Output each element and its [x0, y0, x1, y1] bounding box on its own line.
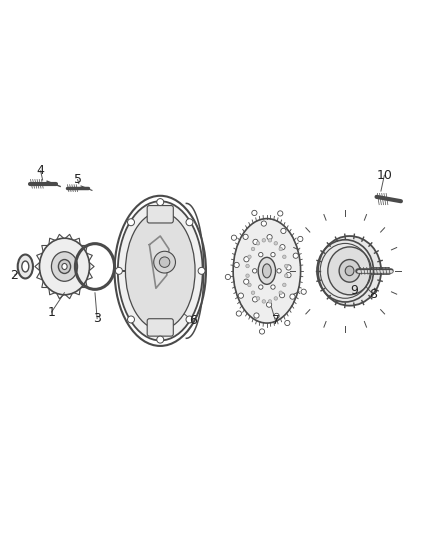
Circle shape: [286, 265, 291, 270]
Circle shape: [253, 239, 258, 245]
Text: 10: 10: [376, 168, 392, 182]
Circle shape: [251, 291, 255, 294]
Circle shape: [283, 255, 286, 259]
FancyBboxPatch shape: [147, 206, 173, 223]
Circle shape: [246, 274, 249, 278]
Ellipse shape: [118, 201, 203, 341]
Circle shape: [262, 239, 265, 242]
Ellipse shape: [58, 260, 71, 273]
Circle shape: [236, 311, 241, 316]
Circle shape: [247, 255, 251, 259]
Circle shape: [251, 247, 255, 251]
Ellipse shape: [125, 212, 195, 329]
Ellipse shape: [51, 252, 78, 281]
Text: 2: 2: [11, 269, 18, 282]
Circle shape: [271, 285, 275, 289]
Text: 5: 5: [74, 173, 81, 186]
Circle shape: [225, 274, 230, 280]
Text: 9: 9: [350, 284, 358, 297]
Circle shape: [127, 219, 134, 225]
Circle shape: [267, 235, 272, 240]
Ellipse shape: [318, 236, 381, 305]
Text: 8: 8: [370, 288, 378, 301]
Circle shape: [186, 219, 193, 225]
Circle shape: [279, 291, 283, 294]
Circle shape: [157, 336, 164, 343]
Circle shape: [116, 268, 122, 274]
Ellipse shape: [18, 255, 33, 278]
Circle shape: [243, 234, 248, 239]
Circle shape: [154, 251, 176, 273]
Circle shape: [271, 253, 275, 257]
Circle shape: [256, 297, 260, 300]
Circle shape: [127, 316, 134, 323]
Circle shape: [274, 241, 278, 245]
Circle shape: [279, 293, 285, 298]
Circle shape: [246, 264, 249, 268]
Circle shape: [252, 211, 257, 215]
Circle shape: [284, 264, 288, 268]
Circle shape: [290, 294, 295, 299]
Circle shape: [253, 269, 257, 273]
FancyBboxPatch shape: [147, 319, 173, 336]
Circle shape: [284, 274, 288, 278]
Circle shape: [244, 256, 249, 262]
Circle shape: [278, 211, 283, 216]
Circle shape: [268, 239, 272, 242]
Circle shape: [258, 285, 263, 289]
Text: 7: 7: [272, 314, 279, 327]
Circle shape: [186, 316, 193, 323]
Circle shape: [247, 283, 251, 287]
Circle shape: [234, 262, 239, 268]
Circle shape: [262, 300, 265, 303]
Circle shape: [266, 302, 272, 307]
Circle shape: [268, 300, 272, 303]
Ellipse shape: [22, 261, 29, 272]
Circle shape: [286, 272, 291, 278]
Circle shape: [238, 293, 244, 298]
Circle shape: [252, 297, 258, 302]
Text: 4: 4: [37, 164, 45, 177]
Circle shape: [285, 320, 290, 326]
Circle shape: [277, 269, 281, 273]
Circle shape: [280, 245, 285, 250]
Circle shape: [274, 297, 278, 300]
Circle shape: [244, 279, 249, 284]
Circle shape: [256, 241, 260, 245]
Circle shape: [157, 199, 164, 206]
Circle shape: [258, 253, 263, 257]
Text: 6: 6: [189, 314, 197, 327]
Circle shape: [283, 283, 286, 287]
Circle shape: [231, 235, 237, 240]
Circle shape: [274, 313, 279, 319]
Ellipse shape: [339, 260, 360, 282]
Circle shape: [261, 221, 266, 226]
Ellipse shape: [345, 266, 354, 276]
Circle shape: [293, 253, 298, 259]
Circle shape: [298, 236, 303, 241]
Circle shape: [279, 247, 283, 251]
Circle shape: [301, 289, 306, 294]
Ellipse shape: [233, 219, 300, 323]
Circle shape: [281, 228, 286, 233]
Ellipse shape: [39, 238, 89, 295]
Ellipse shape: [258, 257, 276, 284]
Ellipse shape: [262, 264, 271, 278]
Circle shape: [259, 329, 265, 334]
Circle shape: [159, 257, 170, 268]
Text: 1: 1: [47, 306, 55, 319]
Circle shape: [198, 268, 205, 274]
Circle shape: [254, 313, 259, 318]
Text: 3: 3: [93, 312, 101, 325]
Ellipse shape: [328, 247, 371, 295]
Ellipse shape: [62, 263, 67, 270]
